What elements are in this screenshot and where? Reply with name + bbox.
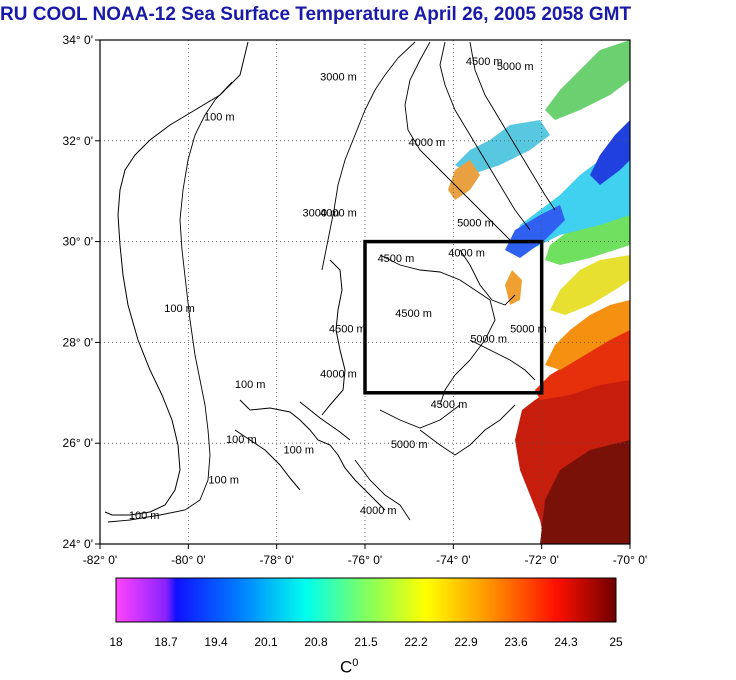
contour-label: 4000 m xyxy=(320,369,357,381)
lon-tick-label: -70° 0' xyxy=(613,553,647,567)
colorbar-tick-label: 18 xyxy=(109,635,123,649)
contour-5000m xyxy=(469,41,556,211)
coastline xyxy=(104,41,386,516)
contour-label: 100 m xyxy=(226,434,257,446)
lat-tick-label: 30° 0' xyxy=(63,235,93,249)
lon-tick-label: -80° 0' xyxy=(171,553,205,567)
contour-label: 100 m xyxy=(235,379,266,391)
contour-label: 100 m xyxy=(129,510,160,522)
contour-south-4500 xyxy=(379,404,461,429)
colorbar-tick-labels: 18 18.7 19.4 20.1 20.8 21.5 22.2 22.9 23.6 24.3 25 xyxy=(109,635,623,649)
latitude-axis: 34° 0' 32° 0' 30° 0' 28° 0' 26° 0' 24° 0' xyxy=(63,33,100,551)
contour-label: 5000 m xyxy=(470,333,507,345)
contour-label: 4500 m xyxy=(431,399,468,411)
bahamas-outline-3 xyxy=(234,429,301,491)
lat-tick-label: 32° 0' xyxy=(63,134,93,148)
sst-yellow-patch xyxy=(550,255,630,315)
lon-tick-label: -72° 0' xyxy=(524,553,558,567)
colorbar-tick-label: 20.1 xyxy=(254,635,278,649)
contour-box-4000 xyxy=(459,249,516,306)
colorbar-tick-label: 22.9 xyxy=(454,635,478,649)
contour-label: 100 m xyxy=(208,475,239,487)
lon-tick-label: -78° 0' xyxy=(259,553,293,567)
contour-4500m xyxy=(439,41,531,231)
colorbar-tick-label: 25 xyxy=(609,635,623,649)
lon-tick-label: -76° 0' xyxy=(348,553,382,567)
sst-orange-north xyxy=(448,160,480,200)
bahamas-outline-2 xyxy=(299,401,351,441)
contour-label: 100 m xyxy=(283,444,314,456)
sst-orange-box xyxy=(505,270,522,305)
lat-tick-label: 26° 0' xyxy=(63,436,93,450)
lon-tick-label: -74° 0' xyxy=(436,553,470,567)
contour-label: 3000 m xyxy=(320,71,357,83)
contour-label: 4000 m xyxy=(408,137,445,149)
map-title: RU COOL NOAA-12 Sea Surface Temperature … xyxy=(0,4,632,25)
colorbar-unit-sup: 0 xyxy=(352,657,359,669)
contour-100m-west xyxy=(107,81,233,523)
contour-4000m xyxy=(404,41,511,241)
contour-label: 5000 m xyxy=(510,323,547,335)
sst-blue-patch xyxy=(590,120,630,185)
contour-label: 100 m xyxy=(164,303,195,315)
bahamas-outline-4 xyxy=(321,259,346,416)
lat-tick-label: 28° 0' xyxy=(63,335,93,349)
sst-green-north xyxy=(545,40,630,120)
contour-label: 4500 m xyxy=(378,253,415,265)
contour-box-5000 xyxy=(469,339,536,381)
study-area-box xyxy=(363,239,544,395)
sst-orange-patch xyxy=(545,300,630,370)
colorbar-tick-label: 22.2 xyxy=(404,635,428,649)
contour-south-5000 xyxy=(419,404,516,456)
contour-label: 4000 m xyxy=(448,248,485,260)
colorbar-tick-label: 21.5 xyxy=(354,635,378,649)
contour-label: 5000 m xyxy=(391,439,428,451)
contour-label: 4500 m xyxy=(466,56,503,68)
us-east-coast xyxy=(104,41,249,516)
contour-label: 4000 m xyxy=(360,505,397,517)
contour-south-4000 xyxy=(354,459,411,521)
sst-red-patch xyxy=(535,330,630,400)
sst-green-patch xyxy=(545,215,630,265)
longitude-axis: -82° 0' -80° 0' -78° 0' -76° 0' -74° 0' -72° … xyxy=(83,544,647,567)
colorbar xyxy=(115,577,617,623)
colorbar-tick-label: 20.8 xyxy=(304,635,328,649)
colorbar-tick-label: 18.7 xyxy=(154,635,178,649)
colorbar-tick-label: 19.4 xyxy=(204,635,228,649)
contour-label: 4500 m xyxy=(329,323,366,335)
contour-label: 4000 m xyxy=(320,207,357,219)
colorbar-unit-label: C0 xyxy=(340,657,358,678)
contour-label: 5000 m xyxy=(457,217,494,229)
contour-box-4500 xyxy=(379,254,496,406)
contour-label: 5000 m xyxy=(497,61,534,73)
contour-label: 4500 m xyxy=(395,308,432,320)
lon-tick-label: -82° 0' xyxy=(83,553,117,567)
bahamas-outline-1 xyxy=(239,399,386,511)
colorbar-tick-label: 23.6 xyxy=(504,635,528,649)
contour-label: 3000 m xyxy=(302,207,339,219)
lat-tick-label: 34° 0' xyxy=(63,33,93,47)
contour-3000m xyxy=(321,41,416,271)
colorbar-tick-label: 24.3 xyxy=(554,635,578,649)
bathymetry-contours xyxy=(107,41,556,523)
sst-cyan-north xyxy=(455,120,550,175)
sst-blue-patch-2 xyxy=(505,205,565,258)
sst-darkred-patch xyxy=(540,440,630,544)
sst-imagery xyxy=(448,40,630,544)
contour-label-layer: 100 m 100 m 100 m 100 m 100 m 100 m 100 m 3000 … xyxy=(129,56,547,522)
lat-tick-label: 24° 0' xyxy=(63,537,93,551)
contour-label: 100 m xyxy=(204,112,235,124)
colorbar-unit: C xyxy=(340,657,353,677)
